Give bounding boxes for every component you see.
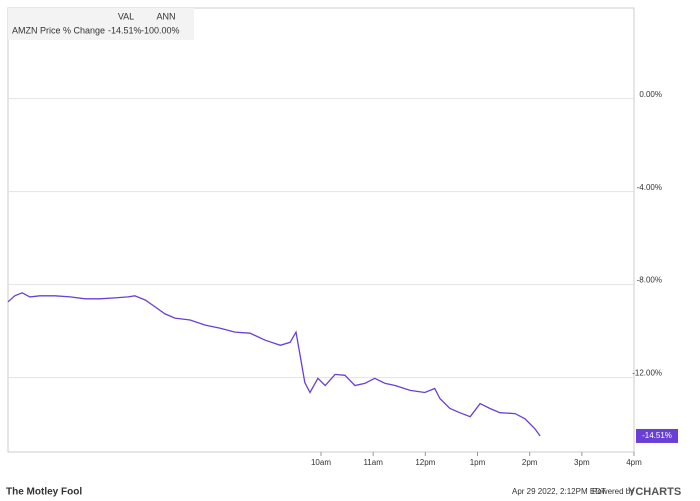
end-label-box — [636, 428, 678, 443]
x-tick-label: 2pm — [522, 458, 538, 467]
x-tick-label: 3pm — [574, 458, 590, 467]
brand: The Motley Fool — [6, 487, 82, 498]
powered-by: Powered by — [592, 487, 634, 496]
y-tick-label: 0.00% — [639, 90, 662, 99]
y-tick-label: -4.00% — [637, 183, 662, 192]
y-tick-label: -12.00% — [632, 369, 662, 378]
series-line — [7, 292, 541, 437]
x-tick-label: 11am — [363, 458, 383, 467]
x-tick-label: 12pm — [415, 458, 435, 467]
x-tick-label: 1pm — [470, 458, 486, 467]
legend-header: ANN — [156, 11, 175, 21]
plot-frame — [7, 7, 635, 453]
legend-name: AMZN Price % Change — [12, 25, 105, 35]
legend-ann: -100.00% — [141, 25, 180, 35]
y-tick-label: -8.00% — [637, 276, 662, 285]
legend-header: VAL — [118, 11, 134, 21]
timestamp: Apr 29 2022, 2:12PM EDT. — [512, 487, 607, 496]
x-tick-label: 4pm — [626, 458, 642, 467]
provider: YCHARTS — [628, 486, 681, 498]
end-label: -14.51% — [642, 431, 672, 440]
x-tick-label: 10am — [311, 458, 331, 467]
legend-val: -14.51% — [108, 25, 142, 35]
legend-box — [8, 8, 194, 40]
